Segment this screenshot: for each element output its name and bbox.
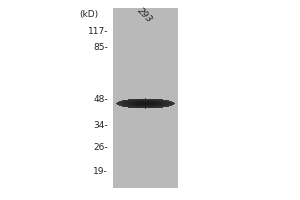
Text: 85-: 85- [93, 44, 108, 52]
Text: 26-: 26- [93, 144, 108, 152]
Text: 293: 293 [136, 6, 154, 25]
Text: 117-: 117- [88, 27, 108, 36]
Text: 34-: 34- [93, 120, 108, 130]
Text: (kD): (kD) [79, 10, 98, 19]
Text: 19-: 19- [93, 168, 108, 176]
Text: 48-: 48- [93, 96, 108, 104]
